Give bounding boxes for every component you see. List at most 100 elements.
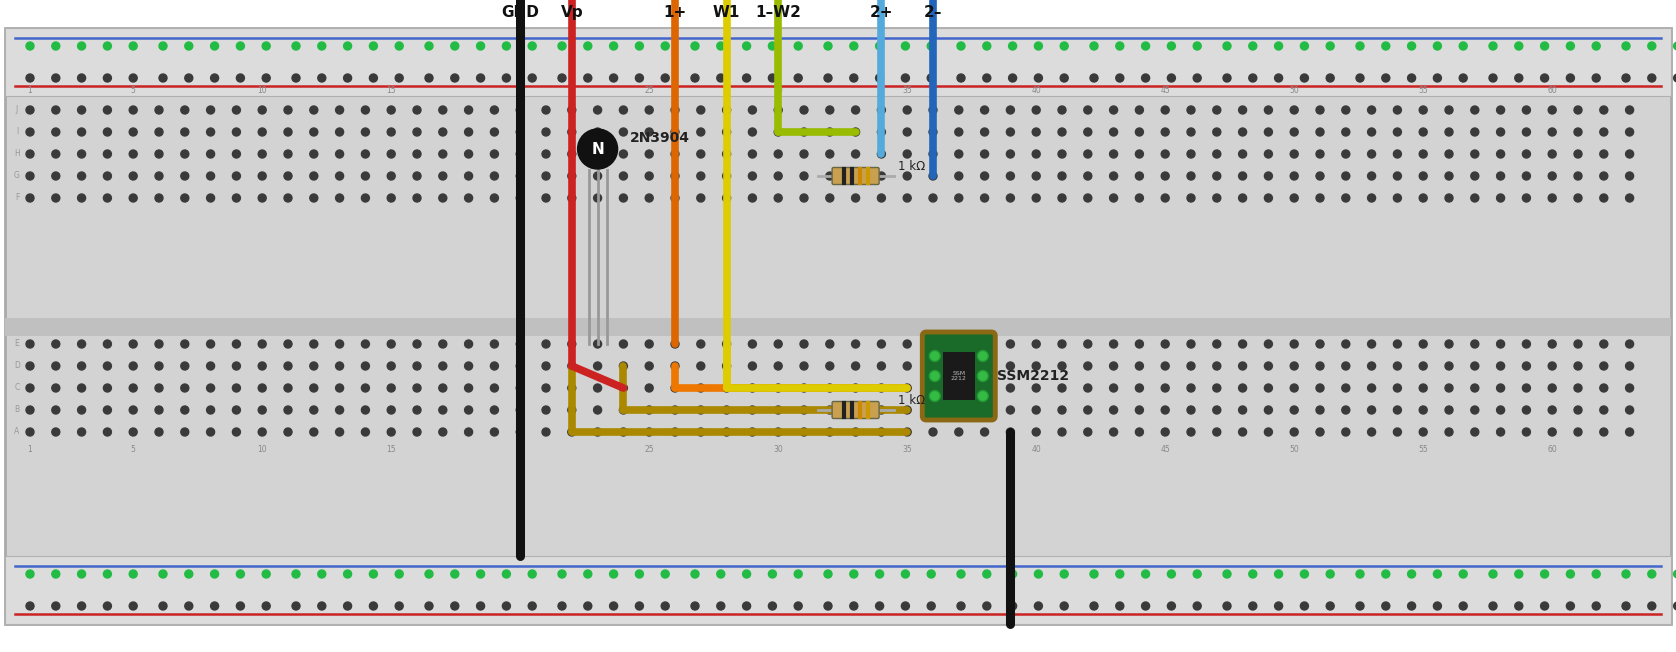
Circle shape xyxy=(1061,570,1068,578)
Circle shape xyxy=(1342,428,1349,436)
Circle shape xyxy=(396,74,404,82)
Circle shape xyxy=(369,74,377,82)
Circle shape xyxy=(181,340,189,348)
Circle shape xyxy=(1574,172,1582,180)
Circle shape xyxy=(955,172,962,180)
Circle shape xyxy=(77,340,85,348)
Circle shape xyxy=(1515,602,1523,610)
Circle shape xyxy=(722,150,731,158)
Circle shape xyxy=(1301,602,1309,610)
Circle shape xyxy=(1161,406,1170,414)
Circle shape xyxy=(52,172,60,180)
Circle shape xyxy=(1223,570,1230,578)
Circle shape xyxy=(1084,150,1091,158)
Circle shape xyxy=(1522,172,1530,180)
Circle shape xyxy=(1540,602,1549,610)
Circle shape xyxy=(1567,602,1574,610)
Circle shape xyxy=(826,194,833,202)
Circle shape xyxy=(697,150,706,158)
Circle shape xyxy=(1239,128,1247,136)
Circle shape xyxy=(749,194,756,202)
Circle shape xyxy=(233,406,240,414)
Circle shape xyxy=(412,384,421,392)
Circle shape xyxy=(878,362,885,370)
Circle shape xyxy=(1674,602,1676,610)
Text: 1: 1 xyxy=(27,445,32,454)
Circle shape xyxy=(558,74,566,82)
Circle shape xyxy=(1110,362,1118,370)
Text: 1 kΩ: 1 kΩ xyxy=(898,160,925,173)
Circle shape xyxy=(878,106,885,114)
Circle shape xyxy=(1089,74,1098,82)
Circle shape xyxy=(1381,74,1389,82)
Circle shape xyxy=(902,570,910,578)
Circle shape xyxy=(396,602,404,610)
Circle shape xyxy=(826,384,833,392)
Circle shape xyxy=(362,106,369,114)
Circle shape xyxy=(1601,172,1607,180)
Circle shape xyxy=(929,351,940,361)
Circle shape xyxy=(258,428,266,436)
Circle shape xyxy=(670,106,679,114)
Circle shape xyxy=(774,362,783,370)
Circle shape xyxy=(181,106,189,114)
Circle shape xyxy=(464,428,473,436)
Circle shape xyxy=(583,602,592,610)
Circle shape xyxy=(1032,128,1041,136)
Circle shape xyxy=(541,150,550,158)
Circle shape xyxy=(1626,128,1634,136)
Circle shape xyxy=(593,428,602,436)
Circle shape xyxy=(957,42,965,50)
Circle shape xyxy=(982,570,991,578)
Circle shape xyxy=(1110,194,1118,202)
Circle shape xyxy=(645,428,654,436)
Circle shape xyxy=(1213,194,1220,202)
Circle shape xyxy=(154,362,163,370)
Circle shape xyxy=(1239,106,1247,114)
Text: 40: 40 xyxy=(1031,86,1041,95)
Circle shape xyxy=(670,406,679,414)
Circle shape xyxy=(850,570,858,578)
Circle shape xyxy=(1626,362,1634,370)
Circle shape xyxy=(1009,74,1017,82)
Circle shape xyxy=(362,128,369,136)
Circle shape xyxy=(1135,128,1143,136)
Circle shape xyxy=(258,362,266,370)
Circle shape xyxy=(1301,74,1309,82)
Circle shape xyxy=(927,42,935,50)
Circle shape xyxy=(1574,428,1582,436)
Circle shape xyxy=(583,42,592,50)
Circle shape xyxy=(1381,602,1389,610)
Circle shape xyxy=(670,172,679,180)
Circle shape xyxy=(1061,602,1068,610)
Circle shape xyxy=(1601,406,1607,414)
Circle shape xyxy=(593,150,602,158)
Text: 2+: 2+ xyxy=(870,5,893,20)
Circle shape xyxy=(491,406,498,414)
Circle shape xyxy=(1472,340,1478,348)
Circle shape xyxy=(396,42,404,50)
Circle shape xyxy=(52,428,60,436)
Circle shape xyxy=(1058,384,1066,392)
Circle shape xyxy=(1393,128,1401,136)
Circle shape xyxy=(1058,106,1066,114)
Circle shape xyxy=(439,106,447,114)
Circle shape xyxy=(794,74,803,82)
Circle shape xyxy=(154,428,163,436)
Circle shape xyxy=(1058,362,1066,370)
Circle shape xyxy=(464,384,473,392)
Circle shape xyxy=(77,384,85,392)
Circle shape xyxy=(1445,406,1453,414)
Circle shape xyxy=(27,428,34,436)
Circle shape xyxy=(52,42,60,50)
Circle shape xyxy=(1193,570,1202,578)
Circle shape xyxy=(310,150,318,158)
Circle shape xyxy=(1223,602,1230,610)
Bar xyxy=(5,556,1671,624)
Circle shape xyxy=(1135,384,1143,392)
Circle shape xyxy=(1567,74,1574,82)
Circle shape xyxy=(620,128,627,136)
Circle shape xyxy=(645,384,654,392)
Circle shape xyxy=(722,172,731,180)
Circle shape xyxy=(929,128,937,136)
